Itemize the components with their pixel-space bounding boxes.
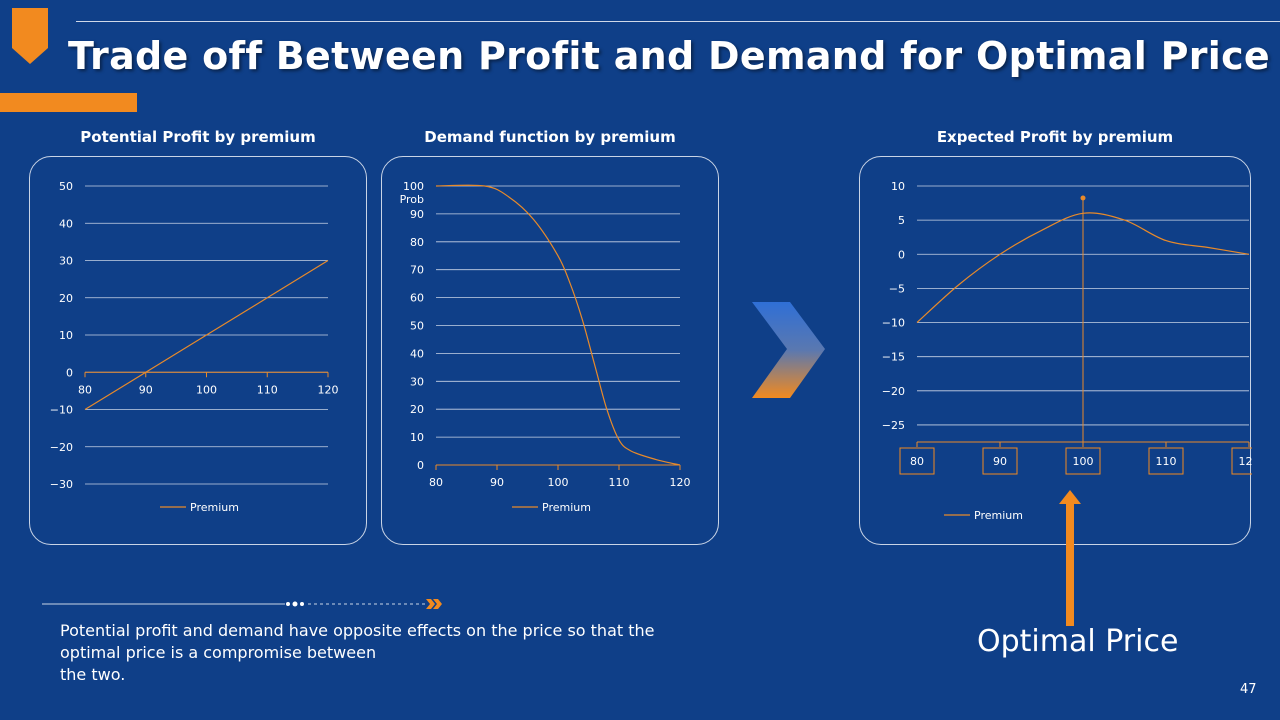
header-divider: [76, 21, 1280, 22]
legend-label: Premium: [190, 501, 239, 514]
chart-panel-demand-function: 100 90 80 70 60 50 40 30 20 10 0 80 90 100 110 120 Prob P…: [381, 156, 719, 545]
y-tick-label: −20: [50, 441, 73, 454]
bookmark-ribbon-icon: [12, 8, 48, 64]
axis-annotation: Prob: [400, 193, 424, 206]
chevron-right-icon: [752, 302, 825, 398]
x-tick-label: 90: [490, 476, 504, 489]
y-tick-label: −20: [882, 385, 905, 398]
x-tick-box: [1148, 447, 1184, 475]
x-tick-label: 120: [1239, 455, 1253, 468]
y-tick-label: −25: [882, 419, 905, 432]
slide-title: Trade off Between Profit and Demand for …: [68, 34, 1270, 78]
x-tick-label: 80: [429, 476, 443, 489]
chart-expected-profit: 10 5 0 −5 −10 −15 −20 −25 80 90 100 110 120 Premium: [882, 180, 1267, 522]
x-tick-label: 110: [1156, 455, 1177, 468]
y-tick-label: 80: [410, 236, 424, 249]
y-tick-label: −30: [50, 478, 73, 491]
legend-label: Premium: [974, 509, 1023, 522]
chart-title-expected-profit: Expected Profit by premium: [936, 128, 1174, 146]
y-tick-label: 0: [898, 248, 905, 261]
description-line-2: optimal price is a compromise between: [60, 643, 377, 662]
y-tick-label: 20: [59, 292, 73, 305]
y-tick-label: 30: [59, 255, 73, 268]
y-tick-label: 40: [410, 347, 424, 360]
x-tick-label: 90: [139, 383, 153, 396]
y-tick-label: 10: [891, 180, 905, 193]
y-tick-label: 0: [417, 459, 424, 472]
x-tick-label: 100: [548, 476, 569, 489]
legend-label: Premium: [542, 501, 591, 514]
description-line-1: Potential profit and demand have opposit…: [60, 621, 655, 640]
y-tick-label: 10: [59, 329, 73, 342]
x-tick-label: 80: [78, 383, 92, 396]
x-tick-label: 120: [670, 476, 691, 489]
x-tick-label: 110: [257, 383, 278, 396]
x-tick-label: 110: [609, 476, 630, 489]
description-text: Potential profit and demand have opposit…: [60, 620, 700, 686]
y-tick-label: −15: [882, 351, 905, 364]
x-tick-label: 100: [196, 383, 217, 396]
x-tick-label: 120: [318, 383, 339, 396]
y-tick-label: −10: [882, 317, 905, 330]
series-line: [916, 212, 1250, 323]
page-number: 47: [1240, 682, 1257, 697]
chart-panel-expected-profit: 10 5 0 −5 −10 −15 −20 −25 80 90 100 110 120 Premium: [859, 156, 1267, 545]
optimal-price-label: Optimal Price: [977, 624, 1179, 659]
y-tick-label: −10: [50, 404, 73, 417]
y-tick-label: 60: [410, 292, 424, 305]
series-line: [84, 259, 329, 411]
y-tick-label: 50: [410, 320, 424, 333]
y-tick-label: 50: [59, 180, 73, 193]
y-tick-label: 100: [403, 180, 424, 193]
y-tick-label: 10: [410, 431, 424, 444]
y-tick-label: 0: [66, 366, 73, 379]
up-arrow-icon: [1059, 490, 1081, 626]
title-accent-bar: [0, 93, 137, 112]
y-tick-label: 90: [410, 208, 424, 221]
y-tick-label: −5: [889, 282, 905, 295]
x-tick-box: [899, 447, 935, 475]
x-tick-box: [1065, 447, 1101, 475]
y-tick-label: 20: [410, 403, 424, 416]
x-tick-label: 100: [1073, 455, 1094, 468]
x-tick-box: [982, 447, 1018, 475]
optimal-marker-point: [1080, 195, 1086, 201]
y-tick-label: 5: [898, 214, 905, 227]
x-tick-label: 90: [993, 455, 1007, 468]
chart-title-potential-profit: Potential Profit by premium: [80, 128, 316, 146]
chart-title-demand-function: Demand function by premium: [424, 128, 676, 146]
series-line: [435, 184, 681, 466]
x-tick-label: 80: [910, 455, 924, 468]
chart-panel-potential-profit: 50 40 30 20 10 0 −10 −20 −30 80 90 100 110 120 Premium: [29, 156, 367, 545]
description-line-3: the two.: [60, 665, 126, 684]
y-tick-label: 30: [410, 375, 424, 388]
decorative-separator: [42, 599, 442, 609]
y-tick-label: 70: [410, 264, 424, 277]
y-tick-label: 40: [59, 217, 73, 230]
